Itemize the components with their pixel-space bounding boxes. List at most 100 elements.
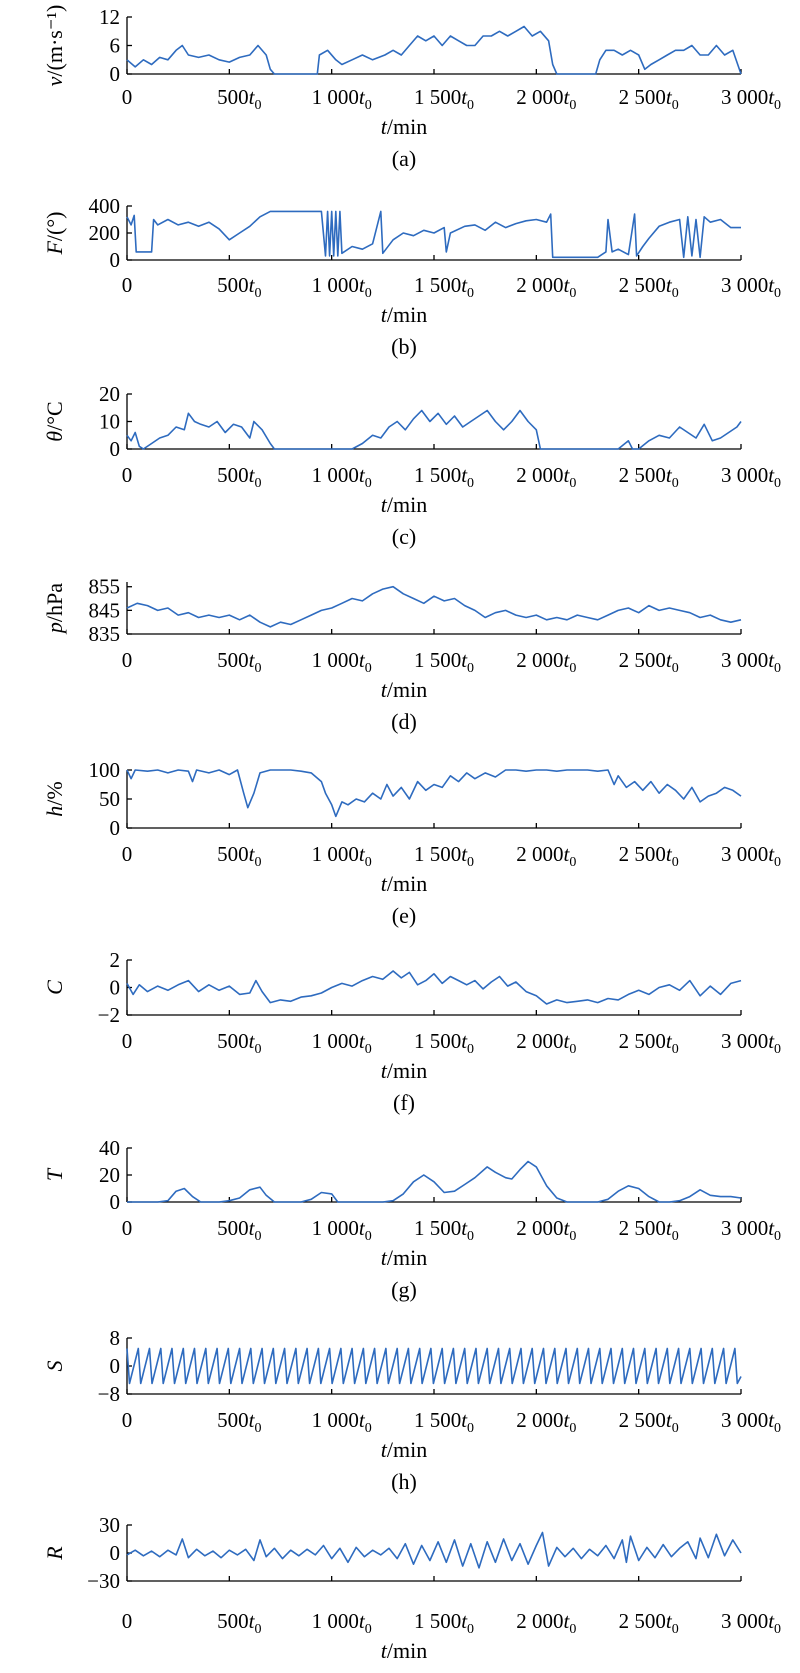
y-axis-label: S: [42, 1361, 67, 1372]
x-tick-label: 500t0: [217, 1029, 261, 1057]
y-tick-label: 0: [110, 816, 121, 840]
series-line: [127, 1160, 742, 1203]
x-tick-label: 2 000t0: [516, 1029, 576, 1057]
x-tick-label: 500t0: [217, 1408, 261, 1436]
x-tick-label: 500t0: [217, 648, 261, 676]
y-tick-label: 20: [99, 1163, 120, 1187]
x-tick-label: 2 500t0: [619, 1609, 679, 1637]
y-tick-label: 0: [110, 1354, 121, 1378]
y-tick-label: 0: [110, 62, 121, 86]
x-tick-label: 1 000t0: [312, 1408, 372, 1436]
x-tick-label: 0: [122, 1609, 133, 1633]
x-tick-label: 2 000t0: [516, 463, 576, 491]
panel-g: 0 20 40 0 500t0 1 000t0 1 500t0 2 000t0 2 500t0 3…: [42, 1136, 781, 1302]
y-tick-label: 40: [99, 1136, 120, 1160]
y-tick-label: 0: [110, 437, 121, 461]
y-tick-label: 0: [110, 1190, 121, 1214]
x-tick-label: 1 000t0: [312, 1029, 372, 1057]
x-axis-label: t/min: [381, 677, 427, 702]
x-tick-label: 0: [122, 1408, 133, 1432]
x-tick-label: 0: [122, 648, 133, 672]
y-tick-label: −30: [87, 1569, 120, 1593]
x-tick-label: 1 000t0: [312, 842, 372, 870]
y-tick-label: 845: [89, 598, 121, 622]
x-tick-label: 1 500t0: [414, 463, 474, 491]
panel-a: 0 6 12 0 500t0 1 000t0 1 500t0 2 000t0 2 500t0 3 …: [42, 5, 781, 171]
y-tick-label: 0: [110, 1541, 121, 1565]
series-line: [126, 25, 742, 75]
y-tick-label: 50: [99, 787, 120, 811]
x-tick-label: 1 500t0: [414, 1408, 474, 1436]
x-axis-label: t/min: [381, 302, 427, 327]
x-tick-label: 2 000t0: [516, 842, 576, 870]
x-tick-label: 3 000t0: [721, 842, 781, 870]
x-tick-label: 1 500t0: [414, 1216, 474, 1244]
series-line: [126, 1531, 742, 1569]
x-tick-label: 2 500t0: [619, 85, 679, 113]
panel-caption: (f): [393, 1090, 415, 1115]
x-tick-label: 2 500t0: [619, 273, 679, 301]
x-tick-label: 1 500t0: [414, 842, 474, 870]
panel-caption: (h): [391, 1469, 417, 1494]
y-axis-label: θ/°C: [42, 401, 67, 441]
series-line: [126, 769, 742, 818]
panel-caption: (d): [391, 709, 417, 734]
x-tick-label: 2 500t0: [619, 842, 679, 870]
x-tick-label: 1 500t0: [414, 273, 474, 301]
x-axis-label: t/min: [381, 1058, 427, 1083]
x-tick-label: 0: [122, 1029, 133, 1053]
x-tick-label: 2 000t0: [516, 1609, 576, 1637]
x-tick-label: 2 000t0: [516, 85, 576, 113]
x-tick-label: 500t0: [217, 1216, 261, 1244]
x-tick-label: 2 500t0: [619, 1029, 679, 1057]
panel-caption: (c): [392, 524, 416, 549]
x-axis-label: t/min: [381, 1245, 427, 1270]
x-tick-label: 1 500t0: [414, 648, 474, 676]
y-tick-label: −8: [98, 1382, 120, 1406]
x-tick-label: 1 500t0: [414, 85, 474, 113]
x-tick-label: 2 500t0: [619, 1216, 679, 1244]
x-axis-label: t/min: [381, 492, 427, 517]
panel-caption: (e): [392, 903, 416, 928]
x-tick-label: 500t0: [217, 1609, 261, 1637]
x-tick-label: 2 000t0: [516, 1408, 576, 1436]
x-tick-label: 1 500t0: [414, 1029, 474, 1057]
y-tick-label: 400: [89, 194, 121, 218]
x-tick-label: 3 000t0: [721, 463, 781, 491]
y-axis-label: C: [42, 980, 67, 995]
x-tick-label: 3 000t0: [721, 85, 781, 113]
series-line: [126, 409, 742, 450]
x-tick-label: 1 000t0: [312, 648, 372, 676]
y-tick-label: 6: [110, 34, 121, 58]
x-tick-label: 0: [122, 273, 133, 297]
y-tick-label: 200: [89, 221, 121, 245]
y-tick-label: 20: [99, 382, 120, 406]
series-line: [126, 1347, 742, 1385]
x-tick-label: 2 500t0: [619, 648, 679, 676]
x-axis-label: t/min: [381, 1638, 427, 1663]
y-axis-label: h/%: [42, 781, 67, 816]
x-tick-label: 3 000t0: [721, 648, 781, 676]
series-line: [126, 970, 742, 1005]
panel-caption: (a): [392, 146, 416, 171]
x-tick-label: 3 000t0: [721, 273, 781, 301]
x-tick-label: 3 000t0: [721, 1029, 781, 1057]
y-tick-label: 10: [99, 410, 120, 434]
panel-c: 0 10 20 0 500t0 1 000t0 1 500t0 2 000t0 2 500t0 3…: [42, 382, 781, 549]
x-tick-label: 0: [122, 463, 133, 487]
x-tick-label: 1 000t0: [312, 273, 372, 301]
x-tick-label: 500t0: [217, 273, 261, 301]
x-tick-label: 1 000t0: [312, 463, 372, 491]
y-tick-label: 100: [89, 758, 121, 782]
x-tick-label: 1 500t0: [414, 1609, 474, 1637]
series-line: [126, 585, 742, 628]
y-tick-label: 0: [110, 976, 121, 1000]
x-tick-label: 1 000t0: [312, 85, 372, 113]
x-tick-label: 1 000t0: [312, 1609, 372, 1637]
x-tick-label: 500t0: [217, 842, 261, 870]
y-tick-label: 30: [99, 1513, 120, 1537]
x-tick-label: 2 000t0: [516, 648, 576, 676]
y-tick-label: 12: [99, 5, 120, 29]
